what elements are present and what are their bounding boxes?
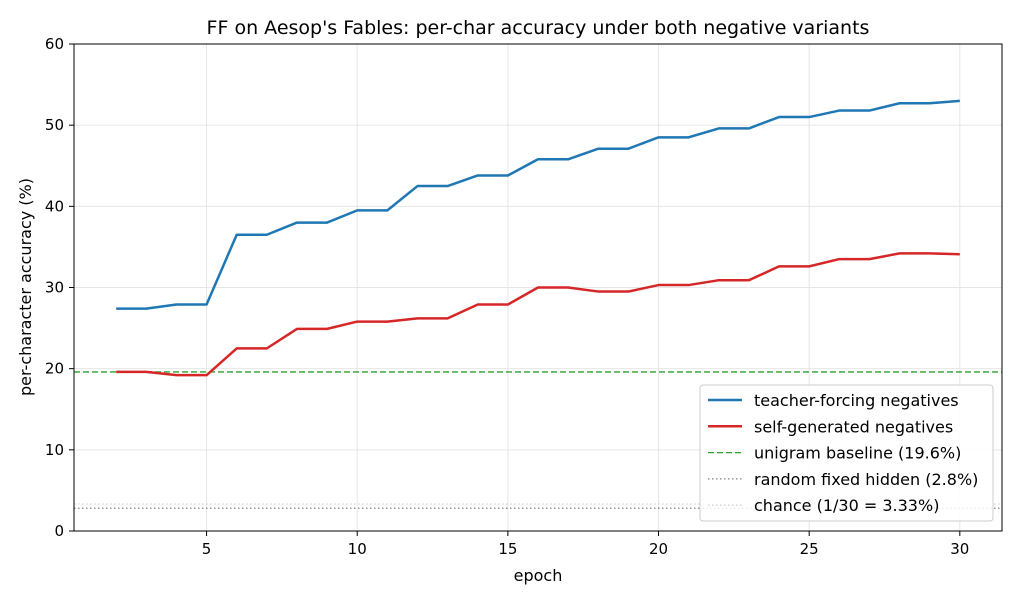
y-tick-label: 50 [45, 116, 64, 134]
y-axis-label: per-character accuracy (%) [16, 178, 35, 396]
y-tick-label: 0 [54, 522, 64, 540]
legend-label-2: unigram baseline (19.6%) [754, 444, 961, 463]
chart-title: FF on Aesop's Fables: per-char accuracy … [207, 17, 870, 39]
y-tick-label: 40 [45, 197, 64, 215]
x-tick-label: 20 [649, 540, 668, 558]
y-tick-label: 20 [45, 360, 64, 378]
y-tick-label: 30 [45, 279, 64, 297]
legend-label-4: chance (1/30 = 3.33%) [754, 496, 939, 515]
series-lines [116, 99, 960, 377]
legend-label-1: self-generated negatives [754, 417, 953, 436]
y-tick-label: 60 [45, 35, 64, 53]
legend-label-0: teacher-forcing negatives [754, 391, 959, 410]
series-line-1 [116, 252, 960, 377]
y-tick-label: 10 [45, 441, 64, 459]
axis-ticks: 5 10 15 20 25 30 0 10 20 30 40 50 60 [45, 35, 969, 558]
legend-label-3: random fixed hidden (2.8%) [754, 470, 978, 489]
x-axis-label: epoch [514, 566, 563, 585]
legend: teacher-forcing negatives self-generated … [699, 384, 994, 522]
legend-box [699, 384, 994, 522]
x-tick-label: 25 [800, 540, 819, 558]
x-tick-label: 10 [348, 540, 367, 558]
x-tick-label: 5 [202, 540, 212, 558]
x-tick-label: 15 [498, 540, 517, 558]
series-line-0 [116, 99, 960, 310]
x-tick-label: 30 [950, 540, 969, 558]
